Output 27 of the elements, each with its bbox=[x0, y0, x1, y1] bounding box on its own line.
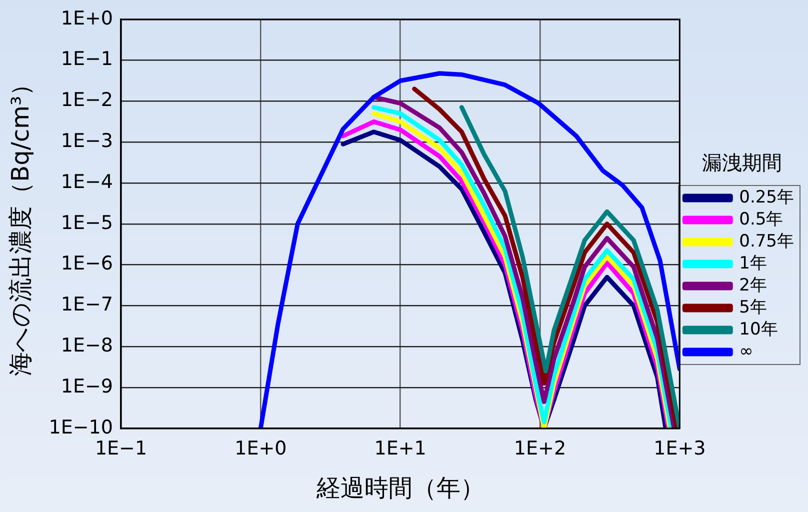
x-tick-label: 1E+0 bbox=[234, 438, 287, 460]
y-tick-label: 1E−3 bbox=[60, 130, 113, 152]
legend-label: ∞ bbox=[739, 341, 754, 362]
legend-label: 0.5年 bbox=[739, 209, 784, 230]
y-tick-label: 1E−1 bbox=[60, 48, 113, 70]
y-tick-label: 1E−2 bbox=[60, 89, 113, 112]
y-tick-label: 1E−9 bbox=[60, 375, 113, 398]
legend-label: 0.25年 bbox=[739, 187, 794, 208]
legend-label: 5年 bbox=[739, 297, 767, 318]
legend-title: 漏洩期間 bbox=[702, 150, 782, 175]
y-tick-label: 1E−10 bbox=[48, 416, 113, 438]
y-tick-label: 1E−4 bbox=[60, 170, 113, 193]
y-tick-label: 1E−5 bbox=[60, 212, 113, 234]
legend-label: 1年 bbox=[739, 253, 767, 274]
x-tick-label: 1E+3 bbox=[654, 438, 706, 460]
x-tick-label: 1E−1 bbox=[94, 438, 148, 460]
legend-label: 2年 bbox=[739, 275, 767, 296]
x-tick-label: 1E+2 bbox=[514, 438, 566, 460]
y-tick-label: 1E−7 bbox=[60, 294, 113, 316]
y-tick-label: 1E−8 bbox=[60, 334, 113, 357]
x-axis-title: 経過時間（年） bbox=[315, 474, 484, 502]
legend-label: 0.75年 bbox=[739, 231, 794, 252]
y-axis-title: 海への流出濃度（Bq/cm³） bbox=[6, 72, 35, 376]
x-tick-label: 1E+1 bbox=[374, 438, 426, 460]
legend-label: 10年 bbox=[739, 319, 778, 340]
y-tick-label: 1E−6 bbox=[60, 252, 113, 275]
y-tick-label: 1E+0 bbox=[60, 7, 113, 30]
